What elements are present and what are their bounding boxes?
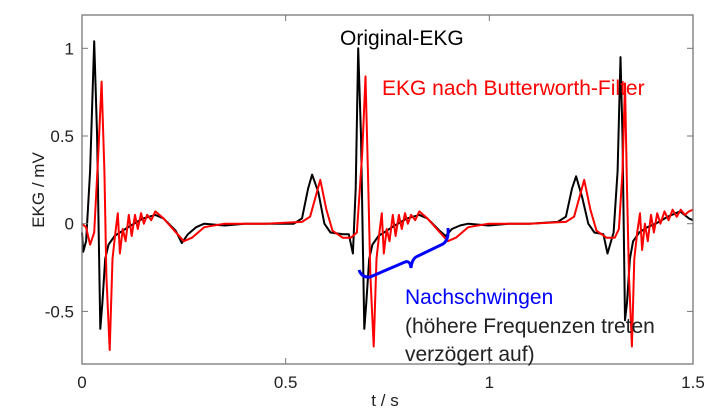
- ringing-note-line2: verzögert auf): [405, 343, 535, 366]
- x-tick-label: 0: [77, 373, 86, 392]
- plot-frame: [81, 14, 694, 365]
- x-axis-label: t / s: [371, 391, 398, 410]
- series-line-filtered: [81, 75, 694, 351]
- ringing-label: Nachschwingen: [405, 286, 553, 309]
- y-tick-label: 0.5: [50, 127, 74, 146]
- y-tick-label: 1: [65, 39, 74, 58]
- ringing-brace: [357, 227, 450, 279]
- ringing-note-line1: (höhere Frequenzen treten: [405, 315, 655, 338]
- y-axis-label: EKG / mV: [29, 152, 48, 228]
- x-tick-label: 1: [485, 373, 494, 392]
- x-tick-label: 1.5: [681, 373, 705, 392]
- original-ekg-label: Original-EKG: [340, 27, 464, 50]
- y-tick-label: -0.5: [45, 302, 74, 321]
- x-tick-label: 0.5: [274, 373, 298, 392]
- filtered-ekg-label: EKG nach Butterworth-Filter: [382, 77, 645, 100]
- series-layer: [81, 40, 694, 351]
- ticks-layer: 0 0.5 1 1.5 -0.5 0 0.5 1: [45, 15, 705, 392]
- y-tick-label: 0: [65, 215, 74, 234]
